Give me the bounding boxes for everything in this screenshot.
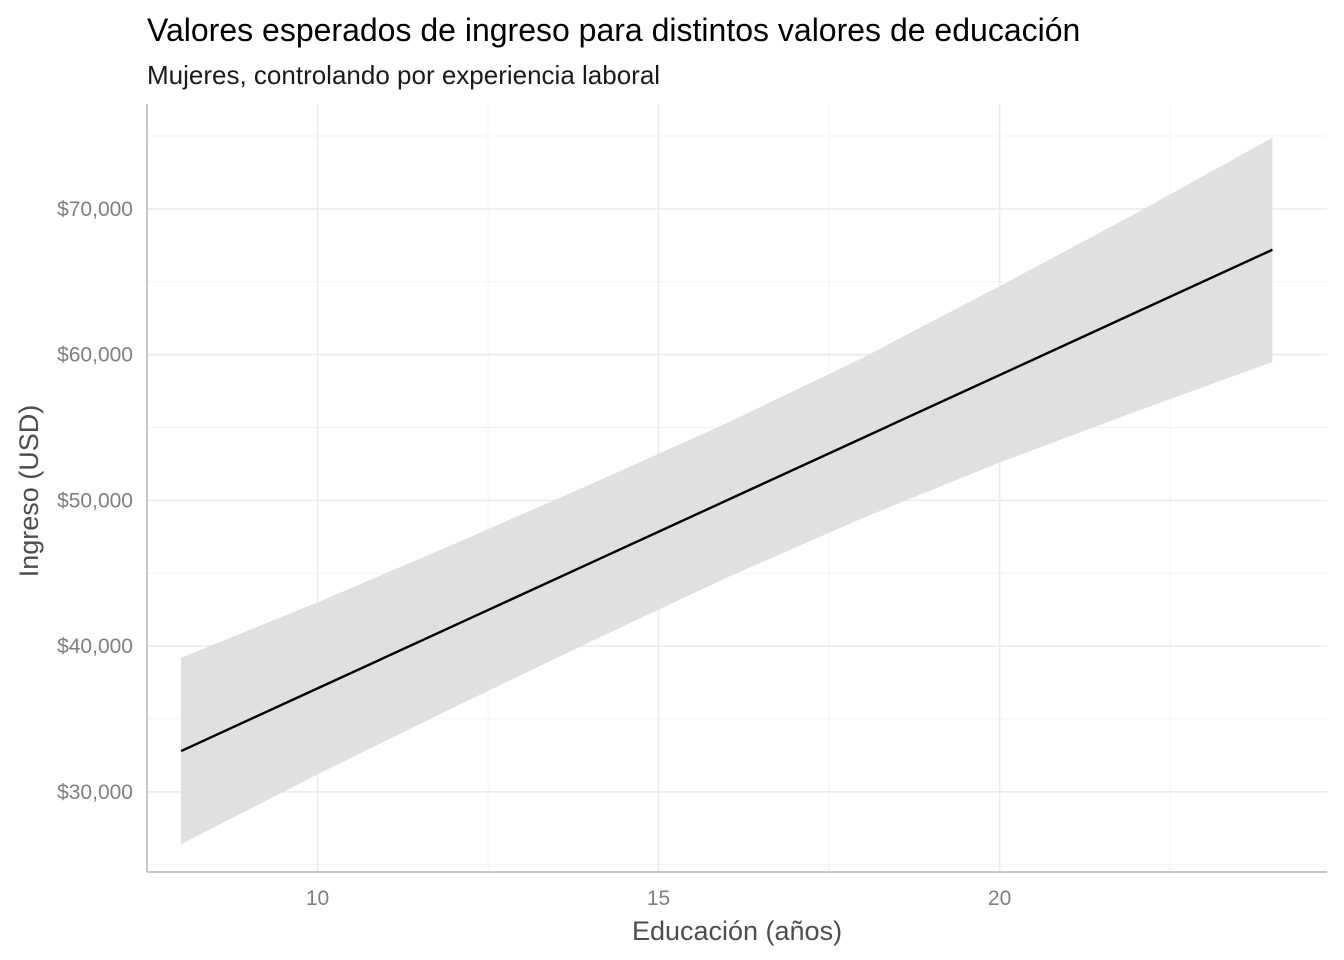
y-tick-label: $30,000	[57, 781, 133, 804]
y-tick-label: $70,000	[57, 198, 133, 221]
axes	[146, 104, 1327, 873]
y-tick-label: $60,000	[57, 344, 133, 367]
x-tick-label: 10	[306, 887, 329, 910]
x-tick-label: 20	[988, 887, 1011, 910]
fitted-lines	[180, 248, 1273, 753]
x-axis-title: Educación (años)	[632, 916, 842, 946]
y-tick-label: $50,000	[57, 489, 133, 512]
y-tick-labels: $30,000 $40,000 $50,000 $60,000 $70,000	[57, 198, 133, 804]
chart-subtitle: Mujeres, controlando por experiencia lab…	[147, 60, 660, 90]
expected-income-line	[180, 248, 1273, 753]
x-tick-label: 15	[647, 887, 670, 910]
confidence-bands	[181, 137, 1273, 845]
x-tick-labels: 10 15 20	[306, 887, 1011, 910]
y-tick-label: $40,000	[57, 635, 133, 658]
y-axis-title: Ingreso (USD)	[14, 405, 44, 578]
chart-title: Valores esperados de ingreso para distin…	[147, 12, 1080, 48]
confidence-band	[181, 137, 1273, 845]
